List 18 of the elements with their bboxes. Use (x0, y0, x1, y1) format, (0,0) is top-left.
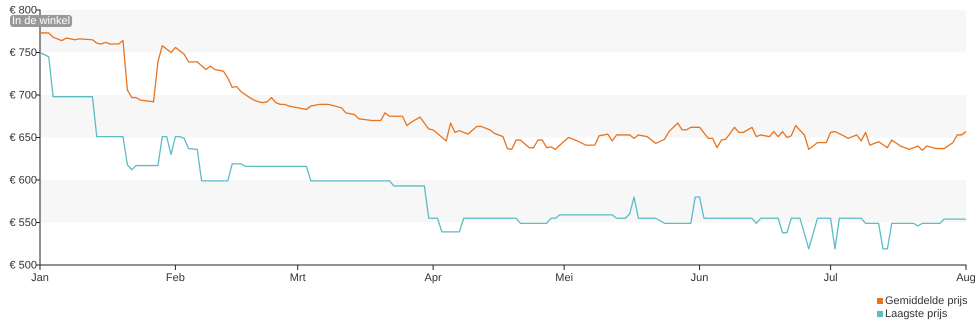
x-tick-label: Mrt (290, 272, 306, 284)
y-tick-label: € 650 (9, 132, 37, 144)
annotation: In de winkel (12, 15, 70, 27)
y-tick-label: € 750 (9, 47, 37, 60)
x-tick-label: Jul (824, 272, 838, 284)
x-tick-label: Mei (555, 272, 574, 284)
x-tick-label: Jan (31, 272, 49, 284)
y-tick-label: € 700 (9, 90, 37, 102)
y-tick-label: € 550 (9, 217, 37, 230)
y-tick-label: € 800 (9, 4, 37, 17)
x-tick-label: Apr (424, 272, 442, 284)
x-tick-label: Jun (690, 272, 708, 284)
x-tick-label: Feb (166, 272, 185, 284)
y-tick-label: € 500 (9, 260, 37, 272)
x-tick-label: Aug (956, 272, 976, 284)
y-tick-label: € 600 (9, 174, 37, 187)
legend-label: Gemiddelde prijs (884, 295, 968, 307)
legend-label: Laagste prijs (884, 308, 948, 320)
